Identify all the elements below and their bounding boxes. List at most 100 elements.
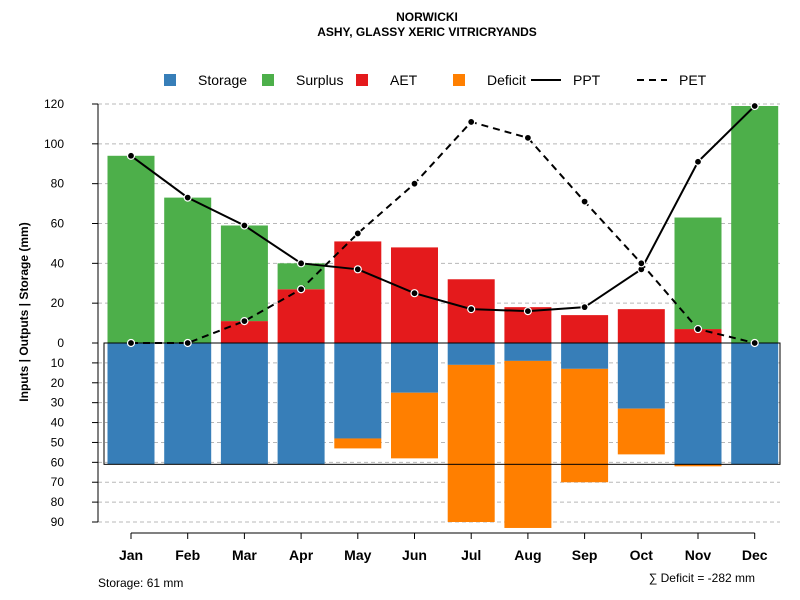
legend-swatch — [453, 74, 465, 86]
storage-bar — [617, 343, 665, 409]
pet-point — [353, 229, 362, 238]
pet-point — [580, 197, 589, 206]
storage-bar — [391, 343, 438, 393]
plot-frame — [103, 342, 781, 465]
storage-bar — [164, 343, 212, 465]
legend: Storage Surplus AET Deficit PPT PET — [164, 72, 707, 88]
ppt-point — [523, 307, 533, 316]
x-tick-label: Sep — [572, 547, 598, 563]
legend-swatch — [356, 74, 368, 86]
pet-point — [637, 259, 646, 268]
y-tick-label: 80 — [51, 495, 65, 509]
storage-footer: Storage: 61 mm — [98, 576, 183, 590]
x-tick-label: Mar — [232, 547, 257, 563]
bars — [107, 105, 779, 528]
legend-swatch — [164, 74, 176, 86]
aet-bar — [220, 321, 268, 343]
y-tick-label: 40 — [51, 416, 65, 430]
y-tick-label: 80 — [51, 177, 65, 191]
storage-bar — [334, 343, 382, 439]
x-tick-label: Dec — [742, 547, 768, 563]
deficit-bar — [447, 364, 495, 522]
y-tick-label: 70 — [51, 475, 65, 489]
x-tick-label: Jan — [119, 547, 143, 563]
ppt-point — [467, 305, 476, 314]
y-tick-label: 0 — [57, 336, 64, 350]
pet-point — [297, 285, 306, 294]
ppt-point — [410, 289, 419, 298]
aet-bar — [277, 289, 325, 343]
storage-bar — [674, 343, 722, 465]
x-tick-label: Feb — [175, 547, 200, 563]
series-lines — [126, 101, 759, 348]
legend-label: PPT — [573, 72, 601, 88]
pet-point — [750, 338, 759, 348]
storage-bar — [107, 343, 155, 465]
chart-title: NORWICKI — [396, 10, 458, 24]
x-tick-label: Oct — [630, 547, 654, 563]
x-tick-label: Apr — [289, 547, 314, 563]
y-tick-label: 10 — [51, 356, 65, 370]
legend-label: Surplus — [296, 72, 343, 88]
y-tick-label: 40 — [51, 256, 65, 270]
storage-bar — [277, 343, 325, 465]
aet-bar — [561, 315, 609, 343]
x-tick-label: Jun — [402, 547, 427, 563]
pet-point — [410, 179, 419, 188]
y-tick-label: 120 — [44, 97, 64, 111]
pet-point — [693, 324, 703, 334]
gridlines — [98, 103, 780, 523]
x-axis: Jan Feb Mar Apr May Jun Jul Aug Sep Oct Nov Dec — [119, 532, 768, 563]
deficit-footer: ∑ Deficit = -282 mm — [649, 571, 755, 585]
surplus-bar — [731, 105, 779, 343]
ppt-point — [750, 101, 759, 111]
ppt-line — [130, 105, 756, 313]
pet-line — [131, 120, 755, 344]
ppt-point — [183, 193, 192, 202]
legend-label: Deficit — [487, 72, 526, 88]
deficit-bar — [617, 408, 665, 455]
ppt-point — [297, 259, 306, 268]
ppt-point — [240, 221, 249, 230]
y-tick-label: 60 — [51, 455, 65, 469]
y-tick-label: 90 — [51, 515, 65, 529]
x-tick-label: Aug — [514, 547, 541, 563]
y-tick-label: 50 — [51, 435, 65, 449]
pet-point — [240, 316, 249, 326]
ppt-point — [126, 151, 136, 160]
y-axis: 120 100 80 60 40 20 0 10 20 30 40 50 60 70 80 90 — [44, 97, 99, 529]
storage-bar — [220, 343, 268, 465]
legend-swatch — [262, 74, 274, 86]
pet-point — [467, 117, 476, 127]
storage-bar — [561, 343, 609, 369]
legend-label: AET — [390, 72, 418, 88]
surplus-bar — [164, 197, 212, 343]
surplus-bar — [220, 225, 268, 322]
surplus-bar — [674, 217, 722, 330]
aet-bar — [334, 241, 382, 343]
storage-bar — [504, 343, 552, 361]
ppt-point — [580, 303, 589, 312]
y-tick-label: 100 — [44, 137, 64, 151]
chart-subtitle: ASHY, GLASSY XERIC VITRICRYANDS — [317, 25, 537, 39]
storage-bar — [731, 343, 779, 465]
y-tick-label: 20 — [51, 376, 65, 390]
deficit-bar — [334, 438, 382, 449]
deficit-bar — [504, 360, 552, 528]
y-tick-label: 60 — [51, 217, 65, 231]
deficit-bar — [674, 464, 722, 467]
y-tick-label: 30 — [51, 396, 65, 410]
pet-point — [126, 338, 136, 348]
legend-label: PET — [679, 72, 707, 88]
pet-point — [183, 338, 192, 348]
x-tick-label: Jul — [461, 547, 481, 563]
x-tick-label: Nov — [685, 547, 712, 563]
pet-point — [523, 133, 533, 142]
surplus-bar — [277, 263, 325, 290]
storage-bar — [447, 343, 495, 365]
x-tick-label: May — [344, 547, 371, 563]
surplus-bar — [107, 155, 155, 343]
ppt-point — [353, 265, 362, 274]
y-axis-title: Inputs | Outputs | Storage (mm) — [17, 222, 31, 401]
